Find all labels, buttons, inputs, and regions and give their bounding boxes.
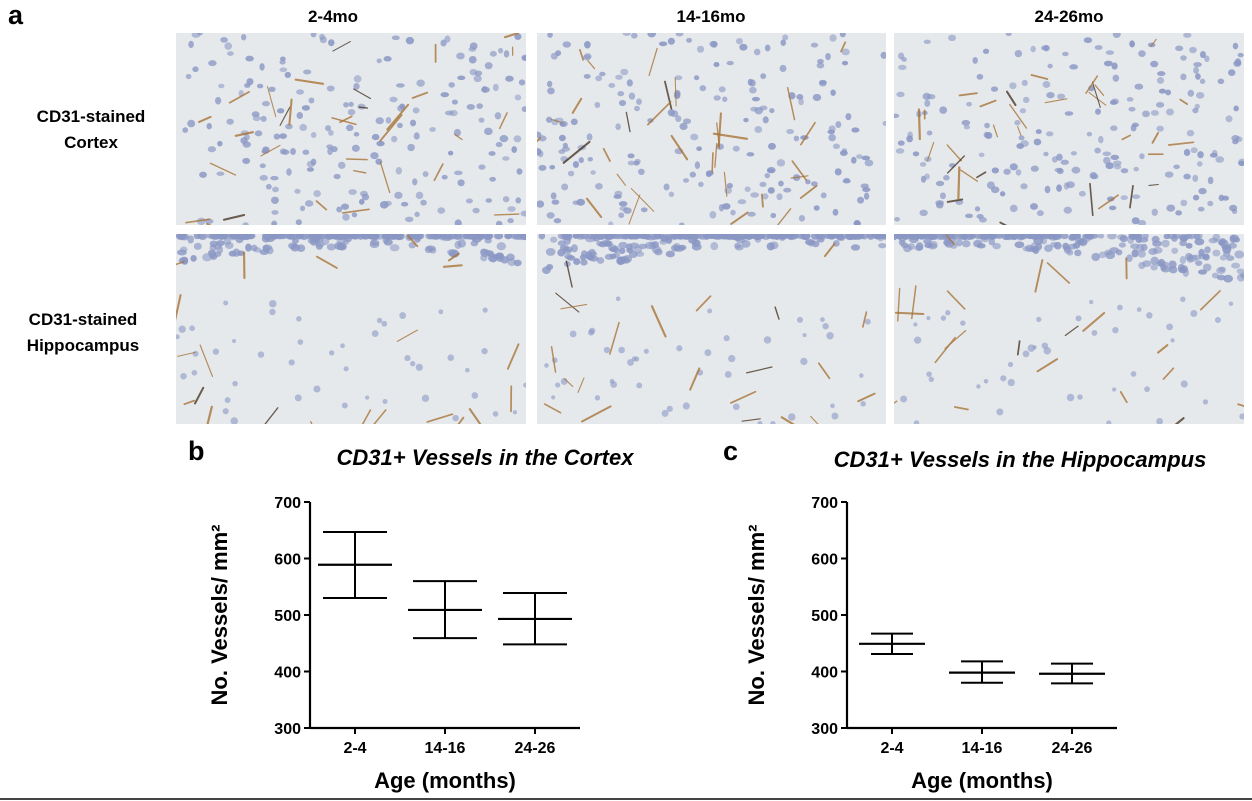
x-tick-label: 24-26 <box>1052 740 1093 757</box>
x-axis-label: Age (months) <box>374 768 516 793</box>
tissue-texture <box>894 234 1244 424</box>
y-tick-label: 500 <box>274 608 301 625</box>
errorbar-14-16 <box>408 580 482 640</box>
x-tick-label: 2-4 <box>880 740 903 757</box>
errorbar-24-26 <box>1039 662 1105 685</box>
micrograph-cortex-2-4mo <box>176 33 526 225</box>
chart-c-title: CD31+ Vessels in the Hippocampus <box>833 447 1207 472</box>
tissue-texture <box>176 33 526 225</box>
y-tick-label: 500 <box>811 608 838 625</box>
y-tick-label: 400 <box>811 665 838 682</box>
y-tick-label: 400 <box>274 665 301 682</box>
micrograph-cortex-24-26mo <box>894 33 1244 225</box>
errorbar-24-26 <box>498 591 572 646</box>
y-axis-label: No. Vessels/ mm² <box>744 525 769 706</box>
chart-c-plot: 300 400 500 600 700 2-4 14-16 24-26 Age (months)… <box>744 495 1117 793</box>
x-tick-label: 14-16 <box>425 740 466 757</box>
errorbar-14-16 <box>949 660 1015 684</box>
row-label-cortex-line1: CD31-stained <box>36 107 146 126</box>
tissue-texture <box>894 33 1244 225</box>
y-tick-label: 300 <box>811 721 838 738</box>
x-tick-label: 14-16 <box>962 740 1003 757</box>
y-tick-label: 700 <box>274 495 301 512</box>
row-label-hippocampus: CD31-stained Hippocampus <box>0 307 168 359</box>
y-tick-label: 300 <box>274 721 301 738</box>
row-label-cortex-line2: Cortex <box>64 133 118 152</box>
panel-a-letter: a <box>8 0 24 30</box>
panel-b-letter: b <box>188 436 205 466</box>
bottom-divider <box>0 798 1252 800</box>
x-axis-label: Age (months) <box>911 768 1053 793</box>
y-tick-label: 700 <box>811 495 838 512</box>
x-tick-label: 2-4 <box>343 740 366 757</box>
y-axis-label: No. Vessels/ mm² <box>207 525 232 706</box>
panel-c-letter: c <box>723 436 739 466</box>
micrograph-hippocampus-2-4mo <box>176 234 526 424</box>
y-tick-label: 600 <box>274 552 301 569</box>
x-tick-label: 24-26 <box>515 740 556 757</box>
column-header-14-16mo: 14-16mo <box>676 7 746 26</box>
micrograph-hippocampus-14-16mo <box>537 234 886 424</box>
errorbar-2-4 <box>318 530 392 600</box>
row-label-cortex: CD31-stained Cortex <box>6 104 176 156</box>
tissue-texture <box>176 234 526 424</box>
column-header-2-4mo: 2-4mo <box>307 7 359 26</box>
tissue-texture <box>537 33 886 225</box>
y-tick-label: 600 <box>811 552 838 569</box>
micrograph-hippocampus-24-26mo <box>894 234 1244 424</box>
chart-b-plot: 300 400 500 600 700 2-4 14-16 24-26 Age (months)… <box>207 495 580 793</box>
row-label-hippocampus-line1: CD31-stained <box>28 310 138 329</box>
micrograph-cortex-14-16mo <box>537 33 886 225</box>
row-label-hippocampus-line2: Hippocampus <box>26 336 140 355</box>
errorbar-2-4 <box>859 632 925 655</box>
column-header-24-26mo: 24-26mo <box>1034 7 1104 26</box>
chart-b-title: CD31+ Vessels in the Cortex <box>336 445 634 470</box>
tissue-texture <box>537 234 886 424</box>
